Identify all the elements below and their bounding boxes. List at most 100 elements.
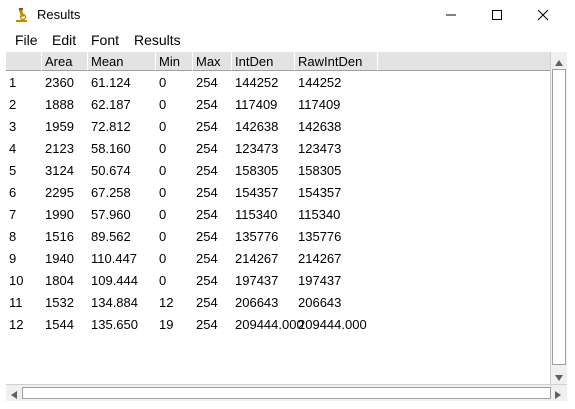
table-row[interactable]: 3 1959 72.812 0 254 142638 142638 — [6, 116, 550, 138]
maximize-button[interactable] — [474, 0, 520, 30]
chevron-left-icon — [11, 384, 17, 403]
cell-mean: 58.160 — [91, 141, 131, 156]
cell-mean: 89.562 — [91, 229, 131, 244]
column-header-min[interactable]: Min — [156, 52, 193, 71]
row-number: 10 — [9, 273, 24, 288]
row-number: 6 — [9, 185, 17, 200]
table-row[interactable]: 6 2295 67.258 0 254 154357 154357 — [6, 182, 550, 204]
table-row[interactable]: 5 3124 50.674 0 254 158305 158305 — [6, 160, 550, 182]
cell-intden: 117409 — [235, 97, 278, 112]
close-button[interactable] — [520, 0, 566, 30]
minimize-icon — [445, 6, 457, 25]
chevron-right-icon — [555, 384, 561, 403]
cell-area: 1532 — [45, 295, 74, 310]
cell-min: 0 — [159, 185, 167, 200]
minimize-button[interactable] — [428, 0, 474, 30]
cell-intden: 206643 — [235, 295, 279, 310]
row-number: 3 — [9, 119, 17, 134]
table-row[interactable]: 10 1804 109.444 0 254 197437 197437 — [6, 270, 550, 292]
cell-mean: 57.960 — [91, 207, 131, 222]
cell-rawintden: 135776 — [298, 229, 342, 244]
cell-intden: 142638 — [235, 119, 279, 134]
cell-area: 1990 — [45, 207, 74, 222]
row-number: 12 — [9, 317, 24, 332]
vertical-scroll-thumb[interactable] — [552, 69, 566, 365]
menu-results[interactable]: Results — [134, 32, 181, 48]
cell-rawintden: 123473 — [298, 141, 342, 156]
cell-max: 254 — [196, 141, 218, 156]
header-filler — [378, 52, 550, 71]
horizontal-scroll-thumb[interactable] — [22, 387, 551, 399]
results-table[interactable]: Area Mean Min Max IntDen RawIntDen 1 2360… — [6, 52, 550, 368]
cell-intden: 214267 — [235, 251, 279, 266]
cell-mean: 135.650 — [91, 317, 138, 332]
column-header-max[interactable]: Max — [193, 52, 232, 71]
cell-max: 254 — [196, 119, 218, 134]
cell-intden: 209444.000 — [235, 317, 304, 332]
cell-mean: 72.812 — [91, 119, 131, 134]
cell-mean: 110.447 — [91, 251, 138, 266]
cell-min: 0 — [159, 141, 167, 156]
cell-max: 254 — [196, 295, 218, 310]
cell-area: 1544 — [45, 317, 74, 332]
cell-intden: 115340 — [235, 207, 278, 222]
menu-file[interactable]: File — [15, 32, 38, 48]
cell-min: 0 — [159, 97, 167, 112]
scroll-right-button[interactable] — [550, 385, 566, 401]
horizontal-scrollbar[interactable] — [6, 384, 567, 401]
chevron-up-icon — [555, 51, 563, 70]
cell-area: 1940 — [45, 251, 74, 266]
cell-min: 19 — [159, 317, 174, 332]
cell-max: 254 — [196, 185, 218, 200]
row-number: 1 — [9, 75, 17, 90]
table-row[interactable]: 11 1532 134.884 12 254 206643 206643 — [6, 292, 550, 314]
cell-rawintden: 142638 — [298, 119, 342, 134]
row-number: 8 — [9, 229, 17, 244]
cell-rawintden: 154357 — [298, 185, 342, 200]
cell-min: 12 — [159, 295, 174, 310]
table-row[interactable]: 7 1990 57.960 0 254 115340 115340 — [6, 204, 550, 226]
cell-min: 0 — [159, 163, 167, 178]
table-row[interactable]: 1 2360 61.124 0 254 144252 144252 — [6, 72, 550, 94]
cell-mean: 109.444 — [91, 273, 138, 288]
table-row[interactable]: 4 2123 58.160 0 254 123473 123473 — [6, 138, 550, 160]
cell-area: 2360 — [45, 75, 74, 90]
table-header: Area Mean Min Max IntDen RawIntDen — [6, 52, 550, 72]
table-row[interactable]: 9 1940 110.447 0 254 214267 214267 — [6, 248, 550, 270]
cell-mean: 67.258 — [91, 185, 131, 200]
cell-area: 1804 — [45, 273, 74, 288]
menu-bar: File Edit Font Results — [0, 30, 575, 52]
cell-rawintden: 197437 — [298, 273, 342, 288]
scroll-left-button[interactable] — [6, 385, 22, 401]
cell-rawintden: 209444.000 — [298, 317, 367, 332]
cell-max: 254 — [196, 207, 218, 222]
cell-min: 0 — [159, 251, 167, 266]
vertical-scrollbar[interactable] — [550, 52, 567, 384]
cell-rawintden: 115340 — [298, 207, 341, 222]
table-row[interactable]: 8 1516 89.562 0 254 135776 135776 — [6, 226, 550, 248]
cell-max: 254 — [196, 97, 218, 112]
column-header-area[interactable]: Area — [42, 52, 88, 71]
cell-area: 1888 — [45, 97, 74, 112]
column-header-mean[interactable]: Mean — [88, 52, 156, 71]
cell-max: 254 — [196, 163, 218, 178]
column-header-intden[interactable]: IntDen — [232, 52, 295, 71]
cell-rawintden: 158305 — [298, 163, 342, 178]
cell-area: 2295 — [45, 185, 74, 200]
row-number: 11 — [9, 295, 23, 310]
row-number-header[interactable] — [6, 52, 42, 71]
scroll-down-button[interactable] — [551, 367, 567, 384]
table-row[interactable]: 12 1544 135.650 19 254 209444.000 209444.000 — [6, 314, 550, 336]
scroll-up-button[interactable] — [551, 52, 567, 69]
menu-font[interactable]: Font — [91, 32, 120, 48]
table-row[interactable]: 2 1888 62.187 0 254 117409 117409 — [6, 94, 550, 116]
cell-mean: 62.187 — [91, 97, 131, 112]
cell-mean: 134.884 — [91, 295, 138, 310]
title-bar[interactable]: Results — [0, 0, 575, 30]
cell-intden: 158305 — [235, 163, 279, 178]
menu-edit[interactable]: Edit — [52, 32, 77, 48]
row-number: 4 — [9, 141, 17, 156]
column-header-rawintden[interactable]: RawIntDen — [295, 52, 378, 71]
cell-rawintden: 117409 — [298, 97, 341, 112]
